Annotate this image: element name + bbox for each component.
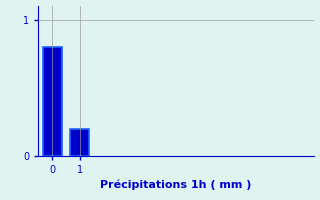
X-axis label: Précipitations 1h ( mm ): Précipitations 1h ( mm ) bbox=[100, 179, 252, 190]
Bar bbox=[43, 47, 62, 156]
Bar bbox=[70, 129, 89, 156]
